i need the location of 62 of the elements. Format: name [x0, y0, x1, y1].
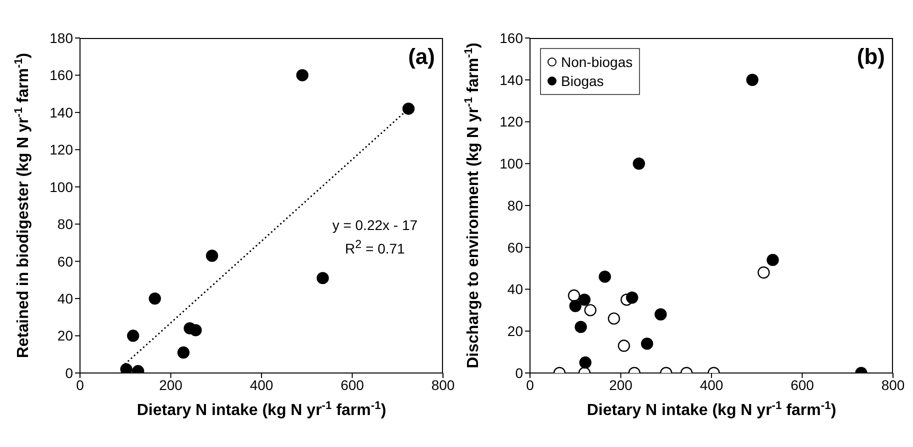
- point: [402, 102, 415, 115]
- y-tick-label: 20: [57, 328, 74, 344]
- y-tick-label: 100: [500, 156, 524, 172]
- y-tick-label: 120: [50, 142, 74, 158]
- point: [568, 289, 580, 302]
- point: [126, 330, 140, 342]
- point: [120, 363, 132, 373]
- y-tick-label: 80: [507, 197, 524, 214]
- point: [296, 69, 308, 82]
- point: [632, 158, 645, 170]
- x-tick-label: 800: [881, 376, 905, 393]
- point: [758, 266, 770, 279]
- y-tick-label: 0: [65, 364, 74, 381]
- point: [766, 254, 779, 266]
- x-axis-title: Dietary N intake (kg N yr$^{-1}$ farm$^{-1}$): [136, 400, 386, 419]
- point: [206, 250, 218, 262]
- x-tick-label: 400: [250, 376, 274, 393]
- point: [746, 74, 758, 86]
- point: [618, 340, 630, 352]
- x-tick-label: 0: [76, 376, 84, 393]
- y-tick-label: 180: [50, 30, 74, 46]
- y-tick-label: 80: [57, 216, 74, 232]
- point: [598, 270, 611, 283]
- legend-label: Biogas: [561, 73, 604, 89]
- x-tick-label: 800: [431, 376, 455, 393]
- y-tick-label: 100: [50, 178, 74, 195]
- x-tick-label: 200: [609, 376, 633, 393]
- y-tick-label: 20: [507, 323, 524, 340]
- y-tick-label: 0: [515, 364, 524, 381]
- point: [578, 294, 591, 306]
- chart-title: (b): [856, 44, 885, 70]
- y-tick-label: 160: [50, 67, 74, 84]
- point: [579, 356, 592, 369]
- point: [190, 324, 202, 336]
- point: [148, 292, 161, 305]
- x-tick-label: 200: [159, 376, 183, 393]
- y-tick-label: 60: [507, 239, 524, 256]
- x-tick-label: 400: [700, 376, 724, 393]
- y-tick-label: 120: [500, 114, 524, 130]
- y-tick-label: 40: [57, 290, 74, 307]
- point: [626, 292, 638, 304]
- annotation: y = 0.22x - 17: [331, 216, 419, 235]
- chart-title: (a): [408, 44, 435, 70]
- annotation: R$^{2}$ = 0.71: [344, 236, 406, 258]
- legend-label: Non-biogas: [561, 54, 633, 70]
- point: [608, 312, 620, 325]
- point: [640, 338, 654, 350]
- x-tick-label: 600: [790, 376, 814, 393]
- point: [316, 272, 329, 284]
- y-tick-label: 140: [500, 72, 524, 88]
- y-tick-label: 140: [50, 104, 74, 120]
- y-tick-label: 60: [57, 253, 74, 270]
- point: [574, 320, 587, 334]
- point: [584, 304, 596, 316]
- x-tick-label: 600: [340, 376, 364, 393]
- point: [654, 308, 667, 320]
- point: [177, 346, 190, 359]
- x-axis-title: Dietary N intake (kg N yr$^{-1}$ farm$^{-1}$): [586, 400, 836, 419]
- x-tick-label: 0: [526, 376, 534, 393]
- point: [569, 300, 582, 312]
- y-tick-label: 40: [507, 281, 524, 298]
- y-tick-label: 160: [500, 30, 524, 46]
